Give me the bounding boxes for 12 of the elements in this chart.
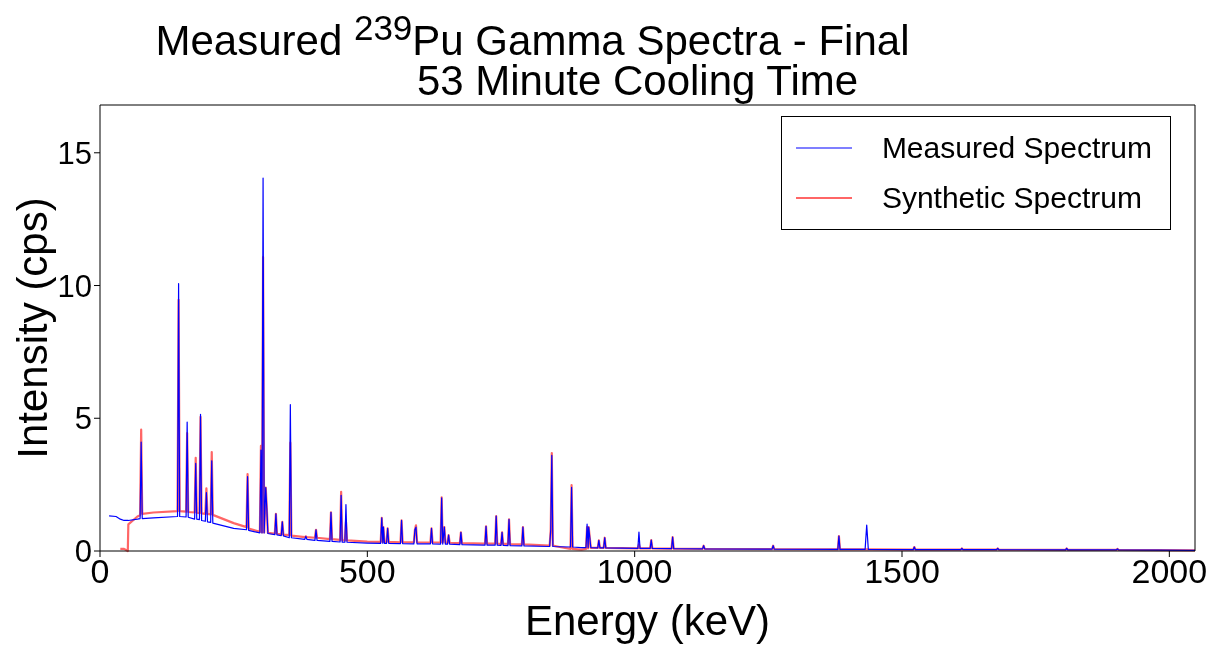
x-axis-title: Energy (keV): [524, 597, 771, 644]
y-tick-label: 10: [57, 268, 92, 304]
y-tick-label: 5: [74, 401, 92, 437]
x-tick-label: 1500: [864, 552, 940, 591]
y-axis-title: Intensity (cps): [8, 197, 56, 459]
legend-label: Measured Spectrum: [881, 131, 1152, 165]
legend-label: Synthetic Spectrum: [881, 181, 1142, 215]
chart-title: Measured $^{239}$Pu Gamma Spectra - Final: [154, 8, 911, 64]
x-tick-label: 2000: [1131, 552, 1208, 591]
y-tick-label: 15: [57, 135, 92, 171]
x-tick-label: 500: [338, 552, 396, 591]
x-tick-label: 1000: [596, 552, 673, 591]
